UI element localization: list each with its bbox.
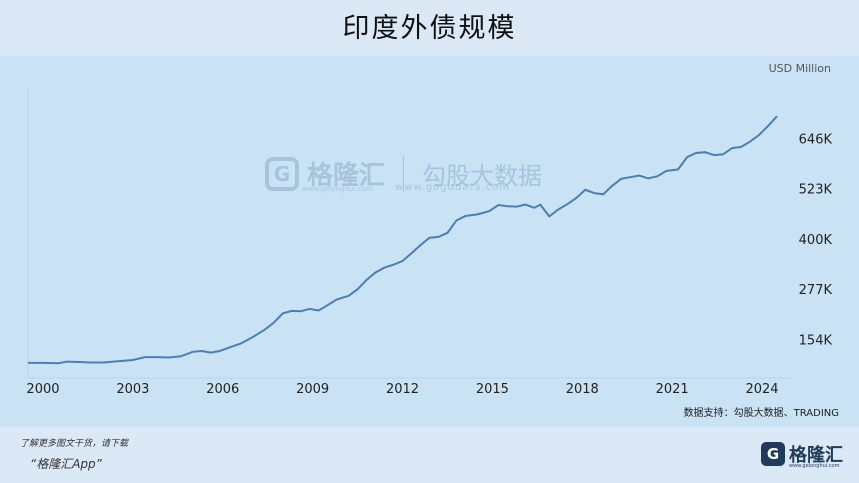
y-tick-label: 646K — [799, 132, 833, 147]
y-tick-label: 523K — [799, 183, 833, 198]
x-tick-label: 2006 — [206, 382, 239, 397]
watermark-divider — [403, 155, 405, 192]
chart-panel — [0, 56, 859, 427]
y-unit-label: USD Million — [769, 62, 831, 75]
chart-title: 印度外债规模 — [342, 13, 517, 44]
y-tick-label: 154K — [799, 334, 833, 349]
promo-line-1: 了解更多图文干货，请下载 — [20, 439, 129, 449]
y-tick-label: 400K — [799, 233, 833, 248]
data-source: 数据支持：勾股大数据、TRADING — [683, 408, 839, 419]
x-tick-label: 2024 — [745, 382, 778, 397]
promo-line-2: “格隆汇App” — [30, 457, 102, 471]
x-tick-label: 2003 — [116, 382, 149, 397]
brand-url: www.gelonghui.com — [789, 463, 840, 469]
watermark-name2: 勾股大数据 — [422, 162, 543, 190]
watermark-name-sub: www.gelonghui.com — [302, 185, 373, 193]
x-tick-label: 2009 — [296, 382, 329, 397]
watermark-name: 格隆汇 — [307, 161, 386, 191]
y-tick-label: 277K — [799, 283, 833, 298]
brand-g-icon: G — [761, 442, 785, 466]
brand-name: 格隆汇 — [789, 445, 843, 466]
watermark-url: www.gogudata.com — [395, 182, 511, 193]
footer — [0, 427, 859, 483]
brand-logo: G 格隆汇 — [761, 441, 843, 467]
series-line — [28, 115, 778, 365]
x-axis: 2000 2003 2006 2009 2012 2015 2018 2021 2024 — [26, 382, 778, 397]
y-axis: 154K 277K 400K 523K 646K — [799, 132, 833, 348]
watermark-logo: G 格隆汇 勾股大数据 — [265, 155, 542, 192]
x-tick-label: 2012 — [386, 382, 419, 397]
x-tick-label: 2021 — [656, 382, 689, 397]
x-tick-label: 2000 — [26, 382, 59, 397]
watermark-g-icon: G — [265, 156, 299, 191]
x-tick-label: 2015 — [476, 382, 509, 397]
x-tick-label: 2018 — [566, 382, 599, 397]
